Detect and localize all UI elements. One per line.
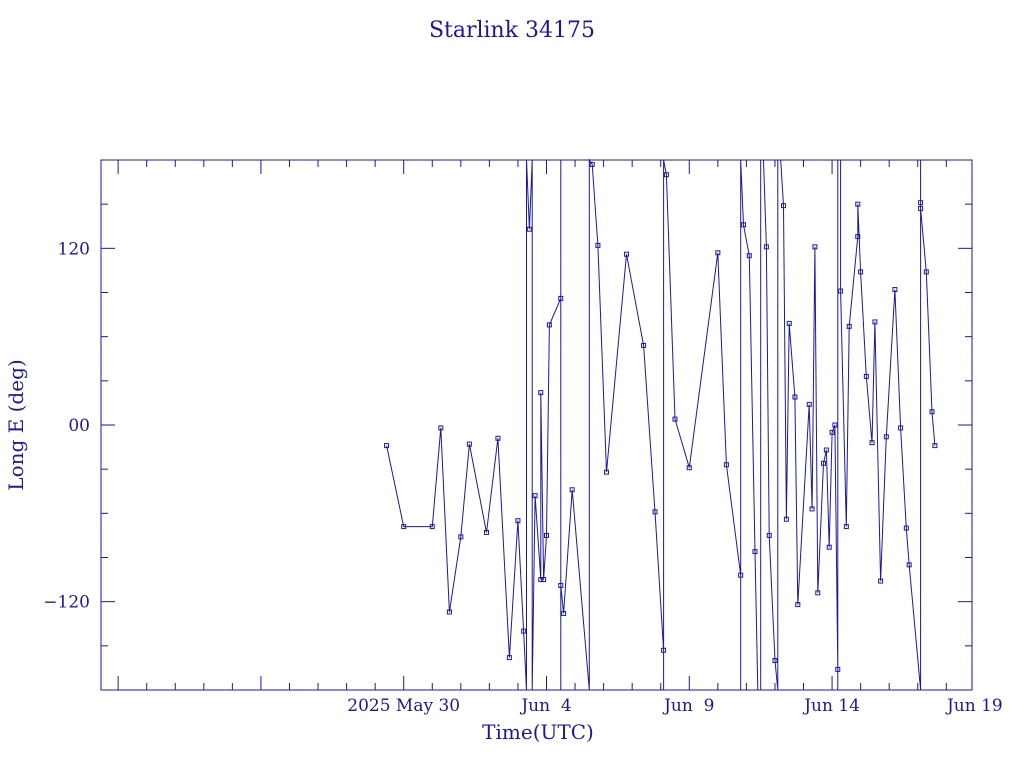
data-point xyxy=(715,250,721,256)
data-point xyxy=(538,390,544,396)
data-point xyxy=(869,440,875,446)
y-tick-label: 00 xyxy=(68,416,90,436)
x-tick-label: Jun 4 xyxy=(519,696,571,716)
data-point xyxy=(538,577,544,583)
data-point xyxy=(746,253,752,259)
data-point xyxy=(781,203,787,209)
x-tick-label: 2025 May 30 xyxy=(347,696,460,716)
data-point xyxy=(826,544,832,550)
data-point xyxy=(929,409,935,415)
data-point xyxy=(561,610,567,616)
data-point xyxy=(495,435,501,441)
data-point xyxy=(786,320,792,326)
data-point xyxy=(903,525,909,531)
data-point xyxy=(838,288,844,294)
data-point xyxy=(543,532,549,538)
data-point xyxy=(741,222,747,228)
data-point xyxy=(832,422,838,428)
data-point xyxy=(458,534,464,540)
data-point xyxy=(766,532,772,538)
data-point xyxy=(446,609,452,615)
data-point xyxy=(806,401,812,407)
data-series xyxy=(384,158,938,691)
data-point xyxy=(792,394,798,400)
data-point xyxy=(846,323,852,329)
data-point xyxy=(858,269,864,275)
data-point xyxy=(663,172,669,178)
data-point xyxy=(918,200,924,206)
data-point xyxy=(835,666,841,672)
data-point xyxy=(558,582,564,588)
data-point xyxy=(815,590,821,596)
y-tick-label: 120 xyxy=(58,239,90,259)
x-axis-label: Time(UTC) xyxy=(482,720,594,744)
data-point xyxy=(918,206,924,212)
axis-ticks xyxy=(101,160,972,690)
data-point xyxy=(595,242,601,248)
data-point xyxy=(686,465,692,471)
data-point xyxy=(923,269,929,275)
data-point xyxy=(863,373,869,379)
data-point xyxy=(843,524,849,530)
data-point xyxy=(672,416,678,422)
data-point xyxy=(772,658,778,664)
data-point xyxy=(438,425,444,431)
plot-frame xyxy=(100,159,973,691)
series-line xyxy=(386,158,936,691)
x-tick-label: Jun 9 xyxy=(662,696,714,716)
data-point xyxy=(878,578,884,584)
x-tick-label: Jun 14 xyxy=(802,696,860,716)
data-point xyxy=(384,443,390,449)
data-point xyxy=(546,322,552,328)
data-point xyxy=(932,443,938,449)
data-point xyxy=(541,577,547,583)
data-point xyxy=(661,647,667,653)
data-point xyxy=(738,572,744,578)
data-point xyxy=(589,161,595,167)
data-point xyxy=(723,462,729,468)
data-point xyxy=(752,549,758,555)
data-point xyxy=(855,234,861,240)
data-point xyxy=(892,287,898,293)
data-point xyxy=(532,493,538,499)
data-point xyxy=(515,518,521,524)
chart-title: Starlink 34175 xyxy=(429,18,595,43)
tick-labels: 2025 May 30 Jun 4 Jun 9 Jun 14 Jun 19 120 00 −1… xyxy=(43,239,1002,716)
data-point xyxy=(558,295,564,301)
data-point xyxy=(569,487,575,493)
data-point xyxy=(795,602,801,608)
data-point xyxy=(623,251,629,257)
data-point xyxy=(641,343,647,348)
data-point xyxy=(823,447,829,453)
data-point xyxy=(603,469,609,475)
data-point xyxy=(883,434,889,440)
data-point xyxy=(809,506,815,512)
y-axis-label: Long E (deg) xyxy=(4,359,28,490)
data-point xyxy=(812,244,818,250)
data-point xyxy=(829,429,835,435)
data-point xyxy=(506,655,512,661)
data-point xyxy=(652,509,658,515)
data-point xyxy=(466,441,472,447)
data-point xyxy=(401,524,407,530)
data-point xyxy=(526,226,532,232)
data-point xyxy=(872,319,878,325)
data-point xyxy=(898,425,904,431)
data-point xyxy=(906,562,912,568)
data-point xyxy=(855,201,861,207)
data-point xyxy=(429,524,435,530)
y-tick-label: −120 xyxy=(43,593,90,613)
data-point xyxy=(821,460,827,466)
data-point xyxy=(521,628,527,634)
data-point xyxy=(484,529,490,535)
x-tick-label: Jun 19 xyxy=(945,696,1003,716)
data-point xyxy=(783,516,789,522)
data-point xyxy=(763,244,769,250)
